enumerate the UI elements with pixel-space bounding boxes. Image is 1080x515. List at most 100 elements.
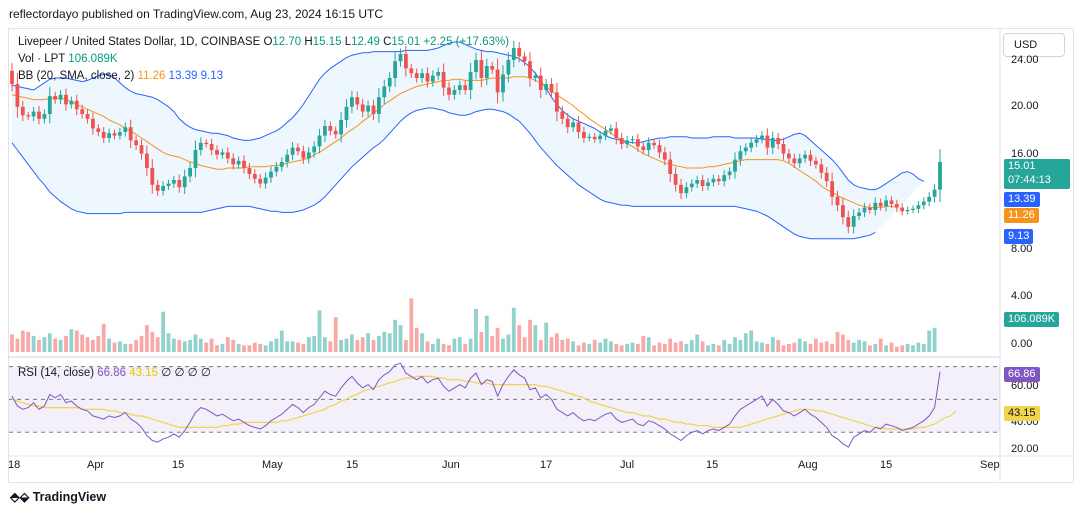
candle-body	[905, 210, 910, 212]
candle-body	[868, 207, 872, 210]
candle-body	[684, 187, 689, 194]
volume-bar	[479, 331, 484, 352]
candle-body	[743, 147, 748, 152]
volume-bar	[544, 322, 549, 352]
volume-bar	[323, 337, 327, 352]
candle-body	[409, 68, 414, 74]
volume-bar	[344, 338, 349, 352]
volume-bar	[609, 341, 613, 352]
volume-bar	[317, 310, 322, 352]
volume-bar	[533, 325, 538, 352]
volume-bar	[155, 337, 160, 352]
volume-bar	[673, 342, 678, 352]
candle-body	[37, 111, 41, 119]
volume-bar	[619, 345, 624, 352]
candle-body	[679, 184, 683, 194]
candle-body	[101, 132, 106, 138]
close-value: 15.01	[391, 36, 421, 48]
candle-body	[231, 158, 236, 165]
volume-bar	[555, 333, 559, 352]
candle-body	[96, 128, 101, 132]
candle-body	[441, 72, 446, 88]
volume-bar	[900, 345, 905, 352]
candle-body	[290, 147, 295, 155]
candle-body	[393, 61, 397, 78]
volume-bar	[31, 335, 36, 352]
volume-bar	[296, 342, 300, 352]
volume-bar	[668, 338, 673, 352]
date-tick: May	[262, 459, 283, 471]
volume-bar	[781, 345, 786, 352]
volume-bar	[101, 323, 106, 352]
rsi-tick: 60.00	[1011, 380, 1039, 392]
volume-bar	[652, 345, 656, 352]
volume-bar	[414, 327, 419, 352]
date-tick: Sep	[980, 459, 1000, 471]
volume-bar	[64, 335, 68, 352]
candle-body	[733, 159, 737, 172]
candle-body	[614, 128, 619, 138]
volume-bar	[74, 330, 79, 352]
legend-bb[interactable]: BB (20, SMA, close, 2) 11.26 13.39 9.13	[18, 70, 223, 82]
volume-bar	[209, 338, 214, 352]
volume-bar	[20, 330, 25, 352]
candle-body	[414, 73, 419, 78]
candle-body	[312, 146, 317, 153]
candle-body	[565, 118, 570, 128]
candle-body	[128, 127, 133, 141]
volume-bar	[749, 330, 754, 352]
candle-body	[582, 132, 586, 138]
symbol-name[interactable]: Livepeer / United States Dollar, 1D, COI…	[18, 36, 261, 48]
candle-body	[306, 152, 311, 159]
candle-body	[161, 186, 165, 191]
candle-body	[323, 126, 327, 136]
volume-bar	[916, 342, 921, 352]
date-tick: Jun	[442, 459, 460, 471]
open-label: O	[263, 36, 273, 48]
candle-body	[495, 69, 500, 93]
volume-bar	[409, 298, 414, 352]
volume-bar	[220, 343, 225, 352]
bb-fill	[12, 42, 924, 239]
bb-lower-tag: 9.13	[1004, 229, 1034, 244]
candle-body	[74, 100, 79, 110]
tradingview-logo[interactable]: ⬘⬙ TradingView	[10, 489, 106, 504]
volume-bar	[128, 343, 133, 352]
volume-bar	[355, 339, 360, 352]
candle-body	[760, 135, 764, 140]
candle-body	[150, 168, 155, 185]
candle-body	[296, 147, 300, 152]
legend-rsi[interactable]: RSI (14, close) 66.86 43.15 ∅ ∅ ∅ ∅	[18, 365, 211, 379]
legend-volume[interactable]: Vol · LPT 106.089K	[18, 53, 118, 65]
rsi-extra: ∅ ∅ ∅ ∅	[161, 367, 211, 379]
date-tick: 18	[8, 459, 21, 471]
volume-bar	[862, 341, 867, 352]
candle-body	[522, 56, 527, 62]
volume-bar	[921, 343, 926, 352]
volume-bar	[377, 335, 381, 352]
candle-body	[803, 154, 807, 159]
candle-body	[215, 150, 219, 155]
rsi-value: 66.86	[97, 367, 127, 379]
volume-bar	[484, 315, 489, 352]
candle-body	[42, 114, 47, 119]
volume-bar	[765, 343, 770, 352]
candle-body	[749, 142, 754, 148]
candle-body	[274, 166, 279, 172]
currency-selector[interactable]: USD	[1003, 33, 1065, 57]
low-label: L	[344, 36, 352, 48]
volume-bar	[118, 341, 122, 352]
candle-body	[873, 202, 878, 210]
volume-bar	[689, 339, 694, 352]
candle-body	[91, 118, 95, 129]
candle-body	[792, 158, 797, 164]
candle-body	[646, 142, 651, 150]
volume-bar	[333, 317, 338, 352]
volume-bar	[236, 343, 241, 352]
volume-bar	[430, 343, 435, 352]
candle-body	[247, 168, 252, 174]
rsi-tick: 20.00	[1011, 443, 1039, 455]
volume-bar	[835, 331, 840, 352]
publisher-line: reflectordayo published on TradingView.c…	[9, 7, 384, 21]
